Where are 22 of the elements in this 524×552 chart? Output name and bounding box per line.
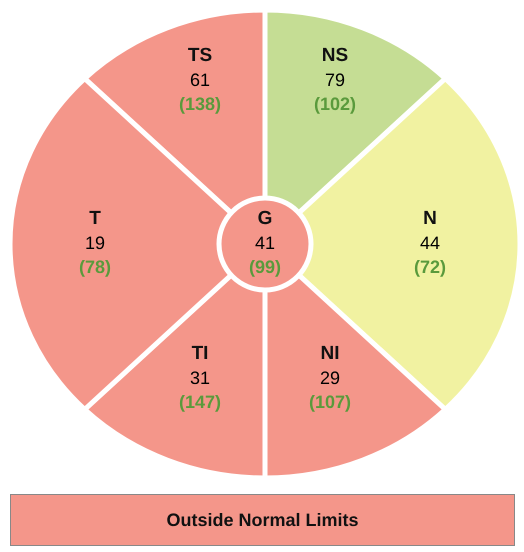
data-label: 19 bbox=[84, 232, 106, 253]
category-label: NS bbox=[322, 45, 348, 66]
category-label: N bbox=[423, 208, 437, 230]
category-label: NI bbox=[320, 343, 340, 364]
data-label: (107) bbox=[308, 392, 352, 412]
category-label: TS bbox=[188, 45, 212, 66]
data-label: (102) bbox=[314, 94, 356, 114]
data-label: (72) bbox=[414, 256, 446, 277]
data-label: 79 bbox=[324, 70, 346, 90]
category-label: TI bbox=[192, 343, 208, 364]
text: Outside Normal Limits bbox=[10, 494, 515, 546]
category-label: G bbox=[258, 208, 272, 230]
data-label: (147) bbox=[178, 392, 222, 412]
data-label: 31 bbox=[190, 368, 210, 388]
data-label: 61 bbox=[190, 70, 210, 90]
data-label: 41 bbox=[254, 232, 276, 253]
data-label: 44 bbox=[420, 232, 440, 253]
data-label: (138) bbox=[178, 94, 222, 114]
data-label: (78) bbox=[78, 256, 112, 277]
data-label: (99) bbox=[248, 256, 282, 277]
data-label: 29 bbox=[320, 368, 340, 388]
category-label: T bbox=[89, 208, 102, 230]
